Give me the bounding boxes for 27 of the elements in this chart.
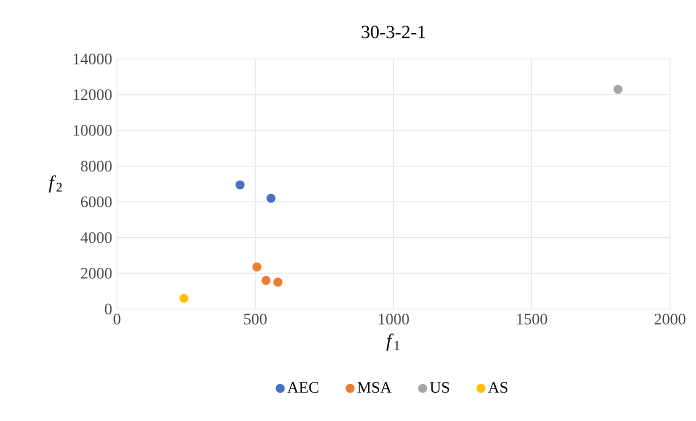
point (273, 278, 282, 287)
legend-label: AS (488, 382, 508, 393)
y-tick-label: 12000 (74, 89, 112, 100)
legend-label: MSA (358, 382, 392, 393)
point (613, 84, 623, 94)
legend-label: AEC (287, 382, 318, 393)
point (252, 262, 262, 272)
y-tick-label: 14000 (74, 54, 112, 64)
x-tick-label: 1500 (517, 314, 548, 324)
y-tick-label: 4000 (80, 232, 112, 243)
y-tick-label: 8000 (80, 160, 112, 172)
y-tick-label: 2000 (81, 268, 112, 279)
x-tick-label: 500 (244, 314, 267, 324)
y-tick-label: 0 (104, 304, 112, 314)
x-tick-label: 2000 (654, 314, 686, 324)
point (266, 194, 276, 203)
legend-label: US (430, 382, 450, 393)
chart-title: 30-3-2-1 (362, 26, 426, 38)
point (179, 294, 188, 303)
point (236, 180, 245, 190)
point (262, 276, 271, 285)
y-axis-title: f$_{2}$ (48, 175, 62, 193)
x-axis-title: f$_{1}$ (386, 334, 400, 351)
y-tick-label: 10000 (74, 125, 112, 136)
x-tick-label: 0 (114, 314, 120, 324)
x-tick-label: 1000 (378, 314, 409, 324)
y-tick-label: 6000 (80, 196, 112, 208)
